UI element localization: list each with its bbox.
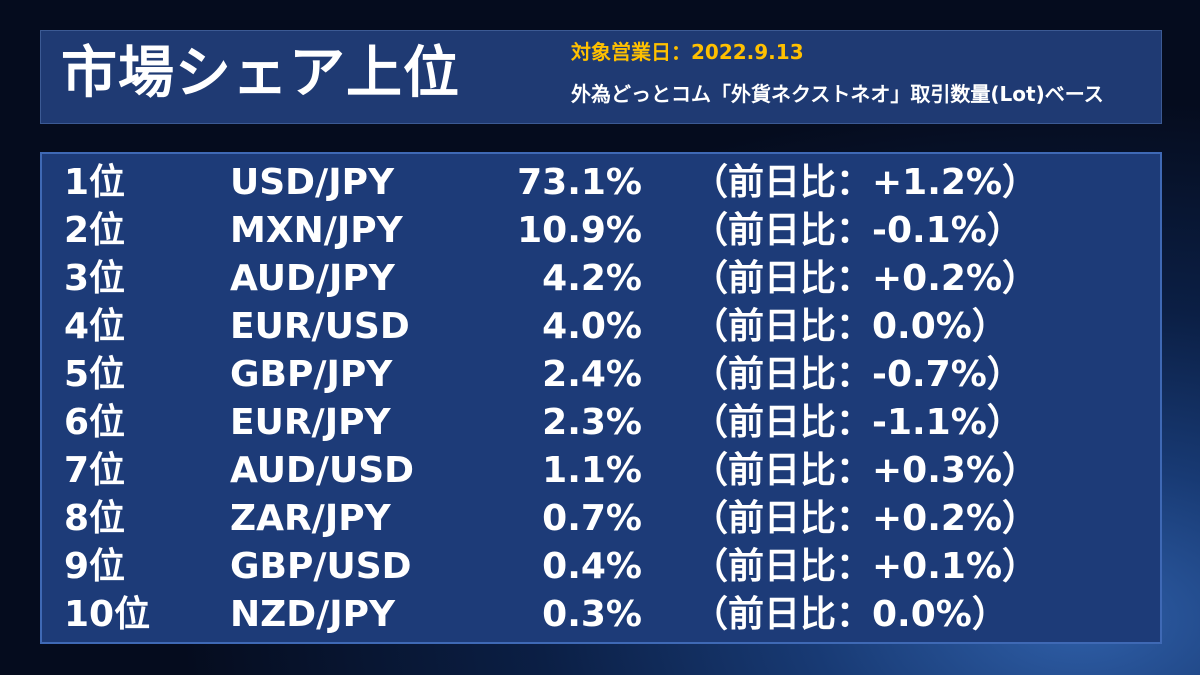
currency-pair-cell: NZD/JPY [230, 594, 396, 635]
currency-pair-cell: GBP/USD [230, 546, 412, 587]
rank-cell: 5位 [64, 354, 126, 395]
rank-cell: 4位 [64, 306, 126, 347]
market-share-cell: 2.3% [542, 402, 642, 443]
rank-cell: 6位 [64, 402, 126, 443]
rank-cell: 2位 [64, 210, 126, 251]
day-change-cell: （前日比：+0.2%） [692, 258, 1039, 299]
rank-cell: 3位 [64, 258, 126, 299]
ranking-table: 1位 USD/JPY 73.1% （前日比：+1.2%） 2位 MXN/JPY 10.9% （… [40, 152, 1162, 644]
currency-pair-cell: AUD/JPY [230, 258, 395, 299]
currency-pair-cell: AUD/USD [230, 450, 415, 491]
header-banner: 市場シェア上位 対象営業日：2022.9.13 外為どっとコム「外貨ネクストネオ… [40, 30, 1162, 124]
market-share-cell: 1.1% [542, 450, 642, 491]
table-row: 2位 MXN/JPY 10.9% （前日比：-0.1%） [42, 207, 1160, 255]
currency-pair-cell: ZAR/JPY [230, 498, 391, 539]
rank-cell: 7位 [64, 450, 126, 491]
market-share-cell: 0.4% [542, 546, 642, 587]
currency-pair-cell: EUR/JPY [230, 402, 391, 443]
target-date: 対象営業日：2022.9.13 [571, 40, 804, 64]
table-row: 5位 GBP/JPY 2.4% （前日比：-0.7%） [42, 351, 1160, 399]
table-row: 8位 ZAR/JPY 0.7% （前日比：+0.2%） [42, 495, 1160, 543]
table-row: 3位 AUD/JPY 4.2% （前日比：+0.2%） [42, 255, 1160, 303]
market-share-cell: 73.1% [517, 162, 642, 203]
table-row: 4位 EUR/USD 4.0% （前日比：0.0%） [42, 303, 1160, 351]
day-change-cell: （前日比：-0.7%） [692, 354, 1023, 395]
page-title: 市場シェア上位 [61, 41, 460, 106]
rank-cell: 9位 [64, 546, 126, 587]
day-change-cell: （前日比：+0.1%） [692, 546, 1039, 587]
rank-cell: 1位 [64, 162, 126, 203]
market-share-cell: 4.0% [542, 306, 642, 347]
day-change-cell: （前日比：-1.1%） [692, 402, 1023, 443]
data-basis-note: 外為どっとコム「外貨ネクストネオ」取引数量(Lot)ベース [571, 82, 1104, 106]
day-change-cell: （前日比：+0.3%） [692, 450, 1039, 491]
rank-cell: 10位 [64, 594, 151, 635]
currency-pair-cell: EUR/USD [230, 306, 410, 347]
currency-pair-cell: MXN/JPY [230, 210, 403, 251]
market-share-cell: 0.3% [542, 594, 642, 635]
market-share-cell: 0.7% [542, 498, 642, 539]
day-change-cell: （前日比：+0.2%） [692, 498, 1039, 539]
day-change-cell: （前日比：+1.2%） [692, 162, 1039, 203]
market-share-cell: 4.2% [542, 258, 642, 299]
market-share-cell: 10.9% [517, 210, 642, 251]
table-row: 10位 NZD/JPY 0.3% （前日比：0.0%） [42, 591, 1160, 639]
currency-pair-cell: GBP/JPY [230, 354, 393, 395]
table-row: 9位 GBP/USD 0.4% （前日比：+0.1%） [42, 543, 1160, 591]
day-change-cell: （前日比：-0.1%） [692, 210, 1023, 251]
rank-cell: 8位 [64, 498, 126, 539]
table-row: 1位 USD/JPY 73.1% （前日比：+1.2%） [42, 159, 1160, 207]
day-change-cell: （前日比：0.0%） [692, 306, 1008, 347]
currency-pair-cell: USD/JPY [230, 162, 395, 203]
ranking-rows: 1位 USD/JPY 73.1% （前日比：+1.2%） 2位 MXN/JPY 10.9% （… [42, 159, 1160, 639]
day-change-cell: （前日比：0.0%） [692, 594, 1008, 635]
market-share-cell: 2.4% [542, 354, 642, 395]
table-row: 7位 AUD/USD 1.1% （前日比：+0.3%） [42, 447, 1160, 495]
table-row: 6位 EUR/JPY 2.3% （前日比：-1.1%） [42, 399, 1160, 447]
